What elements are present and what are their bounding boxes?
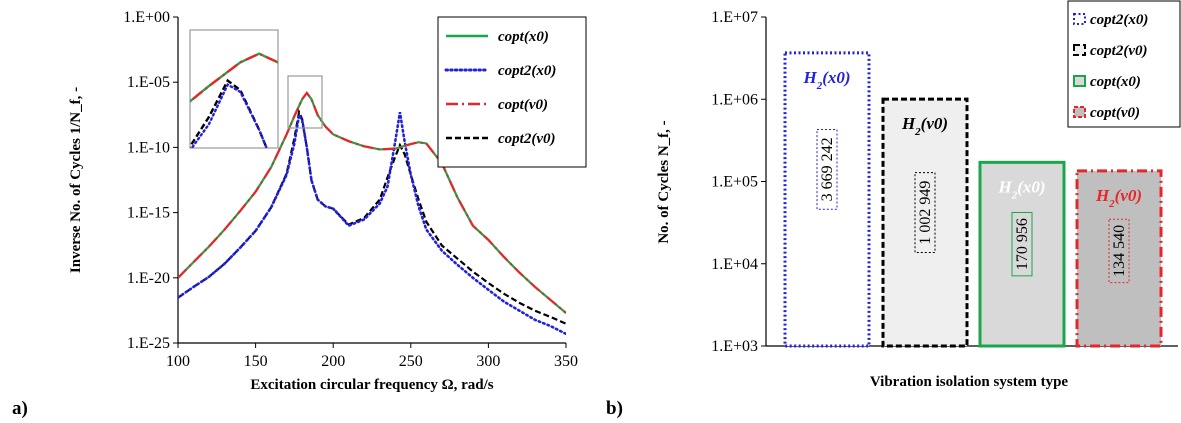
a-x-tick-label: 200 bbox=[321, 353, 345, 370]
bar-2: H2(v0) 1 002 949 bbox=[881, 97, 969, 348]
bar-value-frame bbox=[1108, 218, 1130, 284]
chart-a-legend: copt(x0) copt2(x0) copt(v0) copt2(v0) bbox=[437, 16, 587, 168]
chart-b-bars: H2(x0) 3 669 242 H2(v0) 1 002 949 H2(x0) 170 … bbox=[783, 51, 1163, 348]
panel-label-a: a) bbox=[12, 398, 28, 419]
bar-rect bbox=[881, 97, 969, 348]
b-y-tick-label: 1.E+06 bbox=[711, 91, 758, 108]
a-legend-label: copt2(v0) bbox=[498, 131, 555, 147]
bar-3: H2(x0) 170 956 bbox=[978, 160, 1066, 348]
b-legend-swatch bbox=[1073, 75, 1086, 87]
bar-category-label: H2(v0) bbox=[1095, 186, 1142, 210]
chart-a-ylabel: Inverse No. of Cycles 1/N_f, - bbox=[68, 87, 84, 273]
chart-b-xlabel: Vibration isolation system type bbox=[870, 374, 1069, 390]
bar-rect bbox=[1075, 169, 1163, 348]
a-y-tick-label: 1.E-20 bbox=[127, 270, 170, 287]
a-legend-label: copt(v0) bbox=[498, 97, 548, 113]
b-y-tick-label: 1.E+03 bbox=[711, 338, 758, 355]
a-legend-label: copt(x0) bbox=[498, 29, 549, 45]
chart-a-ticks: 1.E-25 1.E-20 1.E-15 1.E-10 1.E-05 1.E+00 100 1… bbox=[123, 9, 578, 370]
b-legend-frame bbox=[1067, 0, 1181, 128]
bar-value-frame bbox=[1011, 211, 1033, 277]
bar-value-label: 1 002 949 bbox=[917, 181, 934, 245]
b-legend-label: copt(x0) bbox=[1090, 74, 1141, 90]
chart-a-xlabel: Excitation circular frequency Ω, rad/s bbox=[250, 377, 493, 393]
chart-b-ylabel: No. of Cycles N_f, - bbox=[656, 120, 672, 243]
bar-value-frame bbox=[816, 129, 838, 210]
b-y-tick-label: 1.E+05 bbox=[711, 174, 758, 191]
chart-b-legend: copt2(x0) copt2(v0) copt(x0) copt(v0) bbox=[1067, 0, 1181, 128]
a-x-tick-label: 300 bbox=[476, 353, 500, 370]
series-line-copt-v0 bbox=[178, 91, 566, 314]
bar-1: H2(x0) 3 669 242 bbox=[783, 51, 871, 348]
a-y-tick-label: 1.E-15 bbox=[127, 205, 170, 222]
b-legend-label: copt2(x0) bbox=[1090, 12, 1148, 28]
a-x-tick-label: 100 bbox=[166, 353, 190, 370]
a-x-tick-label: 150 bbox=[244, 353, 268, 370]
a-y-tick-label: 1.E-05 bbox=[127, 74, 170, 91]
b-y-tick-label: 1.E+04 bbox=[711, 256, 758, 273]
chart-a-axes bbox=[177, 17, 566, 344]
series-line-copt2-x0 bbox=[178, 111, 566, 336]
bar-rect bbox=[783, 51, 871, 348]
bar-category-label: H2(x0) bbox=[997, 177, 1045, 201]
bar-category-label: H2(x0) bbox=[802, 68, 850, 92]
bar-value-frame bbox=[914, 172, 936, 253]
a-x-tick-label: 250 bbox=[399, 353, 423, 370]
a-legend-frame bbox=[437, 16, 587, 168]
bar-value-label: 170 956 bbox=[1014, 218, 1031, 270]
a-x-tick-label: 350 bbox=[554, 353, 578, 370]
b-legend-swatch bbox=[1073, 13, 1086, 25]
b-legend-label: copt2(v0) bbox=[1090, 43, 1147, 59]
bar-category-label: H2(v0) bbox=[901, 114, 948, 138]
b-legend-swatch bbox=[1073, 106, 1086, 118]
zoom-box bbox=[287, 75, 323, 129]
bar-rect bbox=[978, 160, 1066, 348]
b-legend-swatch bbox=[1073, 44, 1086, 56]
b-y-tick-label: 1.E+07 bbox=[711, 9, 758, 26]
a-legend-label: copt2(x0) bbox=[498, 63, 556, 79]
a-y-tick-label: 1.E-25 bbox=[127, 335, 170, 352]
bar-value-label: 3 669 242 bbox=[819, 137, 836, 201]
bar-4: H2(v0) 134 540 bbox=[1075, 169, 1163, 348]
b-legend-label: copt(v0) bbox=[1090, 105, 1140, 121]
panel-label-b: b) bbox=[606, 398, 623, 419]
chart-b: 1.E+03 1.E+04 1.E+05 1.E+06 1.E+07 H2(x0) 3 6… bbox=[606, 0, 1181, 419]
a-y-tick-label: 1.E+00 bbox=[123, 9, 170, 26]
bar-value-label: 134 540 bbox=[1111, 225, 1128, 277]
chart-a-series bbox=[178, 91, 566, 336]
a-y-tick-label: 1.E-10 bbox=[127, 139, 170, 156]
chart-a: 1.E-25 1.E-20 1.E-15 1.E-10 1.E-05 1.E+00 100 1… bbox=[12, 9, 587, 419]
